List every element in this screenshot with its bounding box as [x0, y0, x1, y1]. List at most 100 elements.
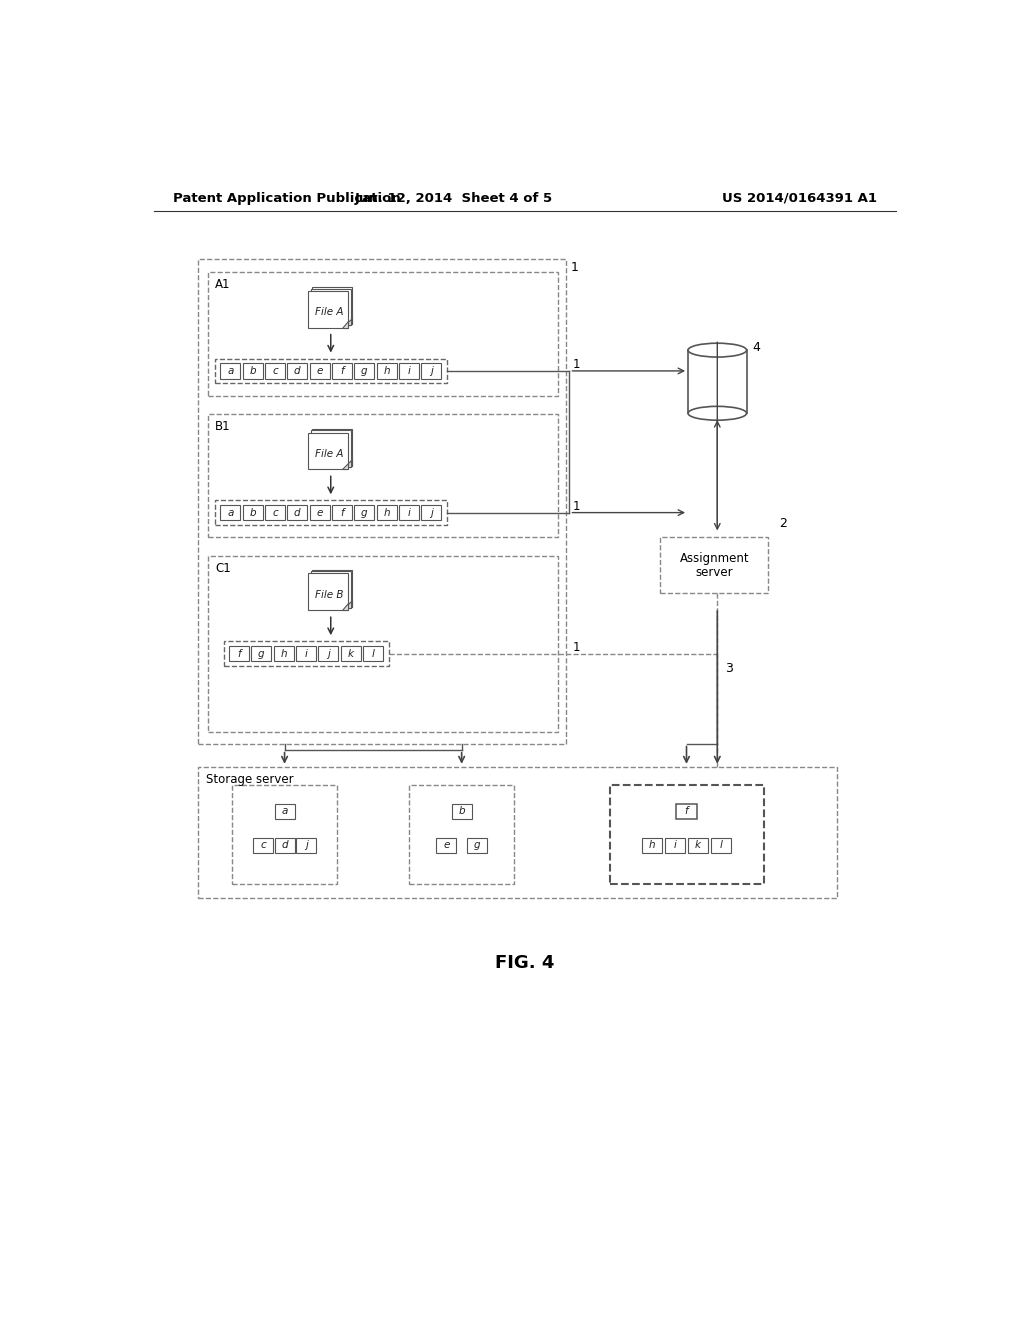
Bar	[273, 645, 294, 661]
Bar	[665, 838, 685, 853]
Text: 1: 1	[572, 500, 580, 513]
Bar	[215, 500, 446, 525]
Text: f: f	[685, 807, 688, 816]
Text: d: d	[294, 366, 301, 376]
Text: server: server	[695, 566, 733, 579]
Text: e: e	[443, 841, 450, 850]
Text: Assignment: Assignment	[679, 552, 749, 565]
Bar	[377, 506, 396, 520]
Ellipse shape	[688, 407, 746, 420]
Bar	[288, 506, 307, 520]
Bar	[399, 506, 419, 520]
Text: 1: 1	[572, 358, 580, 371]
Bar	[318, 645, 339, 661]
Bar	[467, 838, 487, 853]
Text: c: c	[272, 366, 278, 376]
Text: c: c	[260, 841, 266, 850]
Bar	[308, 573, 348, 610]
Bar	[677, 804, 696, 818]
Text: f: f	[340, 508, 344, 517]
Bar	[274, 804, 295, 818]
Text: h: h	[648, 841, 655, 850]
Text: e: e	[316, 508, 323, 517]
Text: a: a	[227, 508, 233, 517]
Text: j: j	[430, 508, 433, 517]
Text: d: d	[282, 841, 288, 850]
Bar	[296, 838, 316, 853]
Bar	[312, 429, 352, 466]
Polygon shape	[342, 603, 348, 610]
Text: File A: File A	[315, 449, 343, 459]
Text: h: h	[383, 508, 390, 517]
Bar	[288, 363, 307, 379]
Bar	[208, 557, 558, 733]
Text: b: b	[249, 366, 256, 376]
Text: k: k	[695, 841, 701, 850]
Text: File B: File B	[315, 590, 343, 601]
Text: 4: 4	[753, 341, 761, 354]
Bar	[296, 645, 316, 661]
Bar	[377, 363, 396, 379]
Text: Storage server: Storage server	[206, 772, 294, 785]
Bar	[399, 363, 419, 379]
Bar	[341, 645, 360, 661]
Text: b: b	[249, 508, 256, 517]
Text: j: j	[305, 841, 307, 850]
Text: File A: File A	[315, 308, 343, 317]
Bar	[332, 506, 352, 520]
Text: i: i	[674, 841, 677, 850]
Bar	[410, 785, 514, 884]
Bar	[354, 363, 374, 379]
Bar	[312, 570, 352, 607]
Text: A1: A1	[215, 279, 230, 292]
Text: a: a	[227, 366, 233, 376]
Text: g: g	[258, 648, 265, 659]
Bar	[642, 838, 662, 853]
Bar	[215, 359, 446, 383]
Ellipse shape	[688, 343, 746, 358]
Text: g: g	[474, 841, 480, 850]
Bar	[199, 767, 838, 898]
Bar	[364, 645, 383, 661]
Text: h: h	[281, 648, 287, 659]
Text: a: a	[282, 807, 288, 816]
Bar	[310, 289, 351, 326]
Bar	[688, 350, 746, 413]
Polygon shape	[342, 321, 348, 327]
Text: b: b	[459, 807, 465, 816]
Text: FIG. 4: FIG. 4	[496, 954, 554, 972]
Text: i: i	[408, 508, 411, 517]
Text: j: j	[327, 648, 330, 659]
Bar	[265, 363, 285, 379]
Bar	[421, 506, 441, 520]
Bar	[265, 506, 285, 520]
Text: C1: C1	[215, 562, 231, 576]
Bar	[309, 363, 330, 379]
Text: US 2014/0164391 A1: US 2014/0164391 A1	[723, 191, 878, 205]
Polygon shape	[345, 459, 352, 466]
Polygon shape	[344, 318, 351, 326]
Text: 1: 1	[572, 640, 580, 653]
Polygon shape	[345, 317, 352, 323]
Bar	[243, 506, 262, 520]
Bar	[660, 537, 768, 593]
Text: Jun. 12, 2014  Sheet 4 of 5: Jun. 12, 2014 Sheet 4 of 5	[355, 191, 553, 205]
Bar	[252, 645, 271, 661]
Bar	[208, 272, 558, 396]
Text: e: e	[316, 366, 323, 376]
Bar	[199, 259, 566, 743]
Text: l: l	[372, 648, 375, 659]
Text: h: h	[383, 366, 390, 376]
Bar	[308, 290, 348, 327]
Text: k: k	[348, 648, 353, 659]
Bar	[253, 838, 273, 853]
Text: c: c	[272, 508, 278, 517]
Bar	[332, 363, 352, 379]
Polygon shape	[344, 461, 351, 467]
Text: i: i	[408, 366, 411, 376]
Bar	[609, 785, 764, 884]
Text: g: g	[360, 508, 368, 517]
Bar	[208, 414, 558, 537]
Text: f: f	[238, 648, 241, 659]
Polygon shape	[342, 462, 348, 470]
